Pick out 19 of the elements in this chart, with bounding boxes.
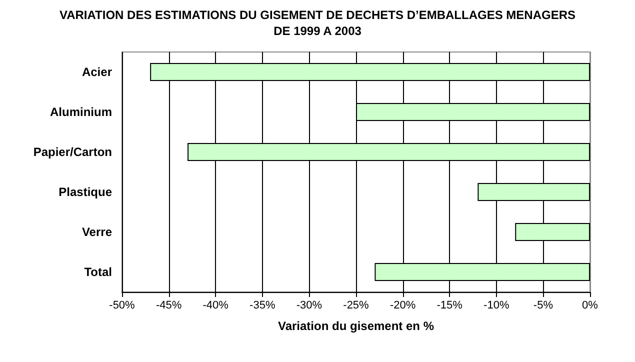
y-tick-label: Aluminium	[50, 105, 112, 119]
x-axis-title: Variation du gisement en %	[278, 319, 434, 333]
x-tick-label: -25%	[343, 300, 370, 312]
y-tick-label: Total	[84, 265, 112, 279]
x-tick-label: 0%	[582, 300, 598, 312]
x-tick-label: -40%	[202, 300, 229, 312]
x-tick-label: -35%	[250, 300, 276, 312]
x-tick-label: -5%	[533, 300, 554, 312]
y-tick-label: Verre	[82, 225, 112, 239]
y-tick-label: Plastique	[58, 185, 112, 199]
y-tick-label: Papier/Carton	[33, 145, 112, 159]
chart-title: VARIATION DES ESTIMATIONS DU GISEMENT DE DECHETS D’EMBALLAGES MENAGERS DE 1999 A 2003	[59, 8, 576, 38]
x-tick-label: -10%	[484, 300, 510, 312]
x-tick-label: -15%	[436, 300, 463, 312]
y-tick-label: Acier	[82, 65, 112, 79]
x-tick-label: -50%	[109, 300, 136, 312]
x-tick-label: -30%	[296, 300, 322, 312]
x-tick-label: -20%	[390, 300, 416, 312]
x-tick-label: -45%	[156, 300, 182, 312]
